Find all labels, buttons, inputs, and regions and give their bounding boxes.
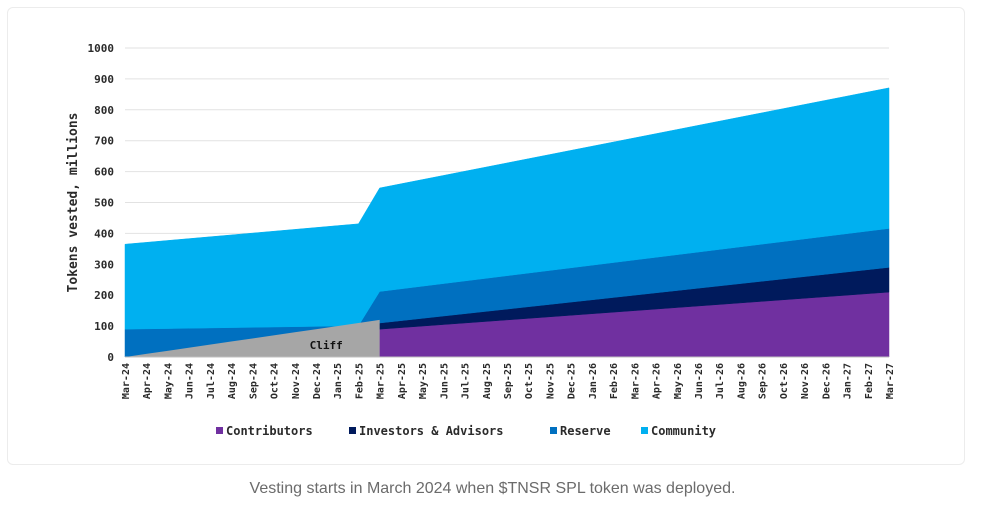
x-tick-label: Sep-24: [248, 363, 259, 399]
x-tick-label: Dec-24: [312, 363, 323, 399]
x-tick-label: Feb-26: [609, 363, 620, 399]
x-tick-label: Oct-26: [779, 363, 790, 399]
x-tick-label: Jan-27: [843, 363, 854, 399]
x-axis-ticks: Mar-24 Apr-24 May-24 Jun-24 Jul-24 Aug-24 Sep-…: [121, 363, 896, 399]
y-tick-label: 300: [94, 258, 114, 271]
x-tick-label: Aug-25: [482, 363, 493, 399]
x-tick-label: Oct-24: [270, 363, 281, 399]
vesting-chart: Cliff 0 100 200 300 400 500 600 700 800 900 1000 M…: [66, 42, 896, 438]
x-tick-label: Aug-26: [736, 363, 747, 399]
legend-swatch: [349, 427, 356, 434]
legend-label: Reserve: [560, 424, 611, 438]
x-tick-label: Mar-27: [885, 363, 896, 399]
y-axis-ticks: 0 100 200 300 400 500 600 700 800 900 1000: [88, 42, 115, 364]
y-axis-label: Tokens vested, millions: [66, 112, 81, 292]
legend-label: Contributors: [226, 424, 313, 438]
y-tick-label: 700: [94, 135, 114, 148]
y-tick-label: 900: [94, 73, 114, 86]
cliff-label: Cliff: [310, 339, 343, 352]
x-tick-label: Dec-25: [567, 363, 578, 399]
x-tick-label: Sep-25: [503, 363, 514, 399]
x-tick-label: Jun-25: [439, 363, 450, 399]
x-tick-label: Jul-25: [461, 363, 472, 399]
y-tick-label: 1000: [88, 42, 115, 55]
x-tick-label: Sep-26: [758, 363, 769, 399]
legend-label: Community: [651, 424, 716, 438]
legend-swatch: [216, 427, 223, 434]
x-tick-label: Mar-26: [630, 363, 641, 399]
y-tick-label: 600: [94, 166, 114, 179]
area-series: Cliff: [124, 87, 890, 358]
x-tick-label: Jan-25: [333, 363, 344, 399]
x-tick-label: Feb-25: [354, 363, 365, 399]
x-tick-label: Nov-24: [291, 363, 302, 399]
x-tick-label: Oct-25: [524, 363, 535, 399]
y-tick-label: 200: [94, 289, 114, 302]
x-tick-label: Aug-24: [227, 363, 238, 399]
x-tick-label: Mar-25: [376, 363, 387, 399]
x-tick-label: Apr-26: [652, 363, 663, 399]
x-tick-label: Jul-24: [206, 363, 217, 399]
y-tick-label: 0: [107, 351, 114, 364]
x-tick-label: May-24: [163, 363, 174, 399]
cliff-area: [125, 319, 380, 357]
legend-label: Investors & Advisors: [359, 424, 504, 438]
x-tick-label: Jun-26: [694, 363, 705, 399]
x-tick-label: May-26: [673, 363, 684, 399]
area-community: [124, 87, 890, 330]
x-tick-label: Nov-25: [545, 363, 556, 399]
y-tick-label: 400: [94, 227, 114, 240]
legend-swatch: [641, 427, 648, 434]
x-tick-label: Dec-26: [821, 363, 832, 399]
legend: Contributors Investors & Advisors Reserve C…: [216, 424, 716, 438]
x-tick-label: Nov-26: [800, 363, 811, 399]
y-tick-label: 500: [94, 197, 114, 210]
x-tick-label: Apr-25: [397, 363, 408, 399]
y-tick-label: 800: [94, 104, 114, 117]
legend-swatch: [550, 427, 557, 434]
x-tick-label: May-25: [418, 363, 429, 399]
y-tick-label: 100: [94, 320, 114, 333]
x-tick-label: Mar-24: [121, 363, 132, 399]
x-tick-label: Jan-26: [588, 363, 599, 399]
x-tick-label: Feb-27: [864, 363, 875, 399]
x-tick-label: Jul-26: [715, 363, 726, 399]
chart-caption: Vesting starts in March 2024 when $TNSR …: [249, 480, 736, 497]
x-tick-label: Jun-24: [185, 363, 196, 399]
x-tick-label: Apr-24: [142, 363, 153, 399]
